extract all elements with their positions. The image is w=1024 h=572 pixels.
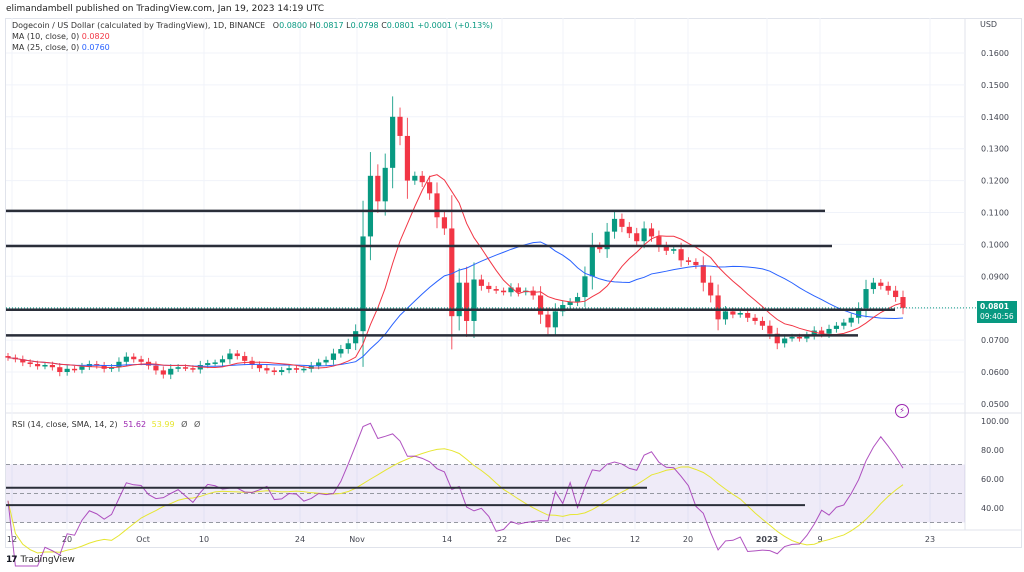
rsi-na-2: Ø	[193, 420, 201, 429]
low-label: L	[346, 21, 351, 30]
svg-text:20: 20	[62, 535, 72, 544]
open-value: 0.0800	[279, 21, 308, 30]
svg-text:40.00: 40.00	[981, 504, 1004, 513]
last-price: 0.0801	[980, 302, 1009, 311]
svg-text:0.1100: 0.1100	[981, 209, 1009, 218]
svg-text:10: 10	[199, 535, 209, 544]
brand-name: TradingView	[20, 555, 75, 565]
svg-text:0.1300: 0.1300	[981, 145, 1009, 154]
svg-text:2023: 2023	[756, 535, 778, 544]
svg-text:22: 22	[497, 535, 507, 544]
rsi-legend[interactable]: RSI (14, close, SMA, 14, 2) 51.62 53.99 …	[12, 420, 200, 429]
tradingview-logo-icon: 17	[6, 555, 17, 565]
svg-text:24: 24	[295, 535, 305, 544]
svg-text:0.0600: 0.0600	[981, 368, 1009, 377]
change-value: +0.0001 (+0.13%)	[417, 21, 493, 30]
svg-text:0.1500: 0.1500	[981, 81, 1009, 90]
svg-text:0.1600: 0.1600	[981, 49, 1009, 58]
bar-countdown: 09:40:56	[980, 312, 1014, 321]
ma25-value: 0.0760	[81, 43, 110, 52]
svg-text:0.0700: 0.0700	[981, 336, 1009, 345]
close-value: 0.0801	[386, 21, 415, 30]
svg-text:20: 20	[683, 535, 693, 544]
svg-text:100.00: 100.00	[981, 417, 1009, 426]
symbol-title[interactable]: Dogecoin / US Dollar (calculated by Trad…	[12, 21, 266, 30]
svg-text:Oct: Oct	[136, 535, 150, 544]
svg-text:0.1400: 0.1400	[981, 113, 1009, 122]
ma10-row[interactable]: MA (10, close, 0) 0.0820	[12, 31, 493, 42]
svg-text:Nov: Nov	[349, 535, 365, 544]
svg-text:80.00: 80.00	[981, 446, 1004, 455]
svg-text:USD: USD	[980, 20, 997, 29]
svg-text:Dec: Dec	[555, 535, 570, 544]
svg-text:0.0500: 0.0500	[981, 400, 1009, 409]
lightning-icon[interactable]: ⚡	[895, 404, 909, 418]
high-value: 0.0817	[315, 21, 344, 30]
close-label: C	[381, 21, 387, 30]
svg-text:60.00: 60.00	[981, 475, 1004, 484]
low-value: 0.0798	[350, 21, 379, 30]
last-price-tag: 0.0801 09:40:56	[977, 301, 1017, 323]
rsi-na-1: Ø	[181, 420, 188, 429]
rsi-sma-value: 53.99	[151, 420, 175, 429]
svg-text:9: 9	[817, 535, 822, 544]
svg-text:14: 14	[442, 535, 452, 544]
rsi-label: RSI (14, close, SMA, 14, 2)	[12, 420, 118, 429]
svg-text:0.1200: 0.1200	[981, 177, 1009, 186]
ma10-label: MA (10, close, 0)	[12, 32, 80, 41]
svg-text:0.1000: 0.1000	[981, 240, 1009, 249]
svg-text:12: 12	[630, 535, 640, 544]
open-label: O	[272, 21, 280, 30]
symbol-row: Dogecoin / US Dollar (calculated by Trad…	[12, 20, 493, 31]
publisher-credit: elimandambell published on TradingView.c…	[6, 4, 325, 14]
ma10-value: 0.0820	[81, 32, 110, 41]
ma25-row[interactable]: MA (25, close, 0) 0.0760	[12, 42, 493, 53]
svg-text:23: 23	[925, 535, 935, 544]
main-legend: Dogecoin / US Dollar (calculated by Trad…	[12, 20, 493, 53]
ma25-label: MA (25, close, 0)	[12, 43, 80, 52]
rsi-value: 51.62	[123, 420, 147, 429]
chart-frame	[5, 18, 1022, 548]
svg-text:0.0900: 0.0900	[981, 272, 1009, 281]
high-label: H	[309, 21, 316, 30]
footer-brand: 17 TradingView	[6, 555, 75, 565]
